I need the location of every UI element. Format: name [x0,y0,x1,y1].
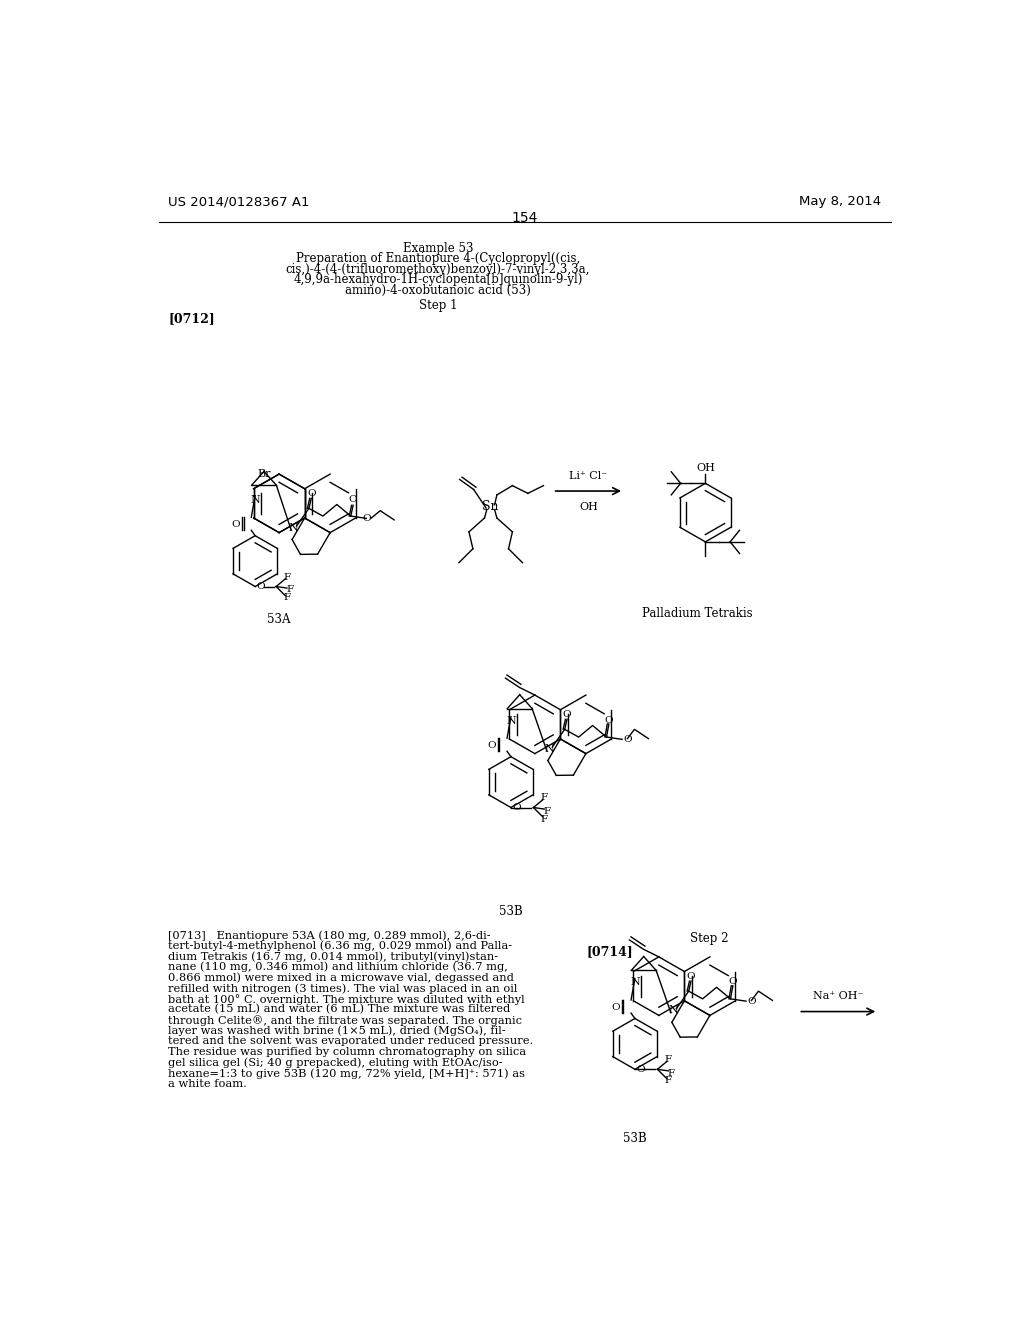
Text: N: N [630,977,640,987]
Text: F: F [544,807,551,816]
Text: tert-butyl-4-methylphenol (6.36 mg, 0.029 mmol) and Palla-: tert-butyl-4-methylphenol (6.36 mg, 0.02… [168,941,512,952]
Text: F: F [541,793,548,803]
Text: dium Tetrakis (16.7 mg, 0.014 mmol), tributyl(vinyl)stan-: dium Tetrakis (16.7 mg, 0.014 mmol), tri… [168,952,499,962]
Text: N: N [545,743,554,754]
Text: O: O [624,735,632,744]
Text: O: O [748,997,756,1006]
Text: N: N [250,495,260,504]
Text: OH: OH [579,502,598,512]
Text: Step 2: Step 2 [690,932,728,945]
Text: OH: OH [696,463,715,473]
Text: 53A: 53A [267,612,291,626]
Text: bath at 100° C. overnight. The mixture was diluted with ethyl: bath at 100° C. overnight. The mixture w… [168,994,525,1005]
Text: through Celite®, and the filtrate was separated. The organic: through Celite®, and the filtrate was se… [168,1015,522,1026]
Text: acetate (15 mL) and water (6 mL) The mixture was filtered: acetate (15 mL) and water (6 mL) The mix… [168,1005,511,1015]
Text: Sn: Sn [482,500,499,513]
Text: [0713]   Enantiopure 53A (180 mg, 0.289 mmol), 2,6-di-: [0713] Enantiopure 53A (180 mg, 0.289 mm… [168,929,490,941]
Text: Li⁺ Cl⁻: Li⁺ Cl⁻ [569,471,607,480]
Text: Preparation of Enantiopure 4-(Cyclopropyl((cis,: Preparation of Enantiopure 4-(Cyclopropy… [296,252,581,265]
Text: 0.866 mmol) were mixed in a microwave vial, degassed and: 0.866 mmol) were mixed in a microwave vi… [168,973,514,983]
Text: O: O [307,490,315,498]
Text: Na⁺ OH⁻: Na⁺ OH⁻ [813,991,863,1001]
Text: [0712]: [0712] [168,313,215,326]
Text: 4,9,9a-hexahydro-1H-cyclopenta[b]quinolin-9-yl): 4,9,9a-hexahydro-1H-cyclopenta[b]quinoli… [293,273,583,286]
Text: F: F [665,1055,672,1064]
Text: May 8, 2014: May 8, 2014 [799,195,882,209]
Text: amino)-4-oxobutanoic acid (53): amino)-4-oxobutanoic acid (53) [345,284,530,297]
Text: [0714]: [0714] [587,945,634,958]
Text: Br: Br [258,469,271,479]
Text: O: O [687,972,695,981]
Text: O: O [349,495,357,504]
Text: The residue was purified by column chromatography on silica: The residue was purified by column chrom… [168,1047,526,1057]
Text: O: O [611,1003,620,1012]
Text: O: O [563,710,571,719]
Text: O: O [487,742,496,750]
Text: refilled with nitrogen (3 times). The vial was placed in an oil: refilled with nitrogen (3 times). The vi… [168,983,518,994]
Text: 53B: 53B [499,906,523,919]
Text: O: O [231,520,240,529]
Text: a white foam.: a white foam. [168,1078,247,1089]
Text: F: F [668,1069,675,1077]
Text: Step 1: Step 1 [419,298,458,312]
Text: F: F [284,573,291,582]
Text: Example 53: Example 53 [402,242,473,255]
Text: O: O [362,513,372,523]
Text: O: O [636,1065,645,1073]
Text: F: F [665,1076,672,1085]
Text: US 2014/0128367 A1: US 2014/0128367 A1 [168,195,310,209]
Text: N: N [289,523,298,532]
Text: O: O [604,715,613,725]
Text: O: O [256,582,265,591]
Text: hexane=1:3 to give 53B (120 mg, 72% yield, [M+H]⁺: 571) as: hexane=1:3 to give 53B (120 mg, 72% yiel… [168,1068,525,1078]
Text: Palladium Tetrakis: Palladium Tetrakis [642,607,753,619]
Text: N: N [669,1006,678,1015]
Text: N: N [506,715,516,726]
Text: 154: 154 [512,211,538,224]
Text: F: F [541,814,548,824]
Text: tered and the solvent was evaporated under reduced pressure.: tered and the solvent was evaporated und… [168,1036,534,1047]
Text: layer was washed with brine (1×5 mL), dried (MgSO₄), fil-: layer was washed with brine (1×5 mL), dr… [168,1026,506,1036]
Text: gel silica gel (Si; 40 g prepacked), eluting with EtOAc/iso-: gel silica gel (Si; 40 g prepacked), elu… [168,1057,503,1068]
Text: O: O [728,977,737,986]
Text: cis,)-4-(4-(trifluoromethoxy)benzoyl)-7-vinyl-2,3,3a,: cis,)-4-(4-(trifluoromethoxy)benzoyl)-7-… [286,263,590,276]
Text: O: O [512,803,520,812]
Text: nane (110 mg, 0.346 mmol) and lithium chloride (36.7 mg,: nane (110 mg, 0.346 mmol) and lithium ch… [168,962,508,973]
Text: 53B: 53B [623,1133,647,1146]
Text: F: F [284,593,291,602]
Text: F: F [287,585,294,594]
